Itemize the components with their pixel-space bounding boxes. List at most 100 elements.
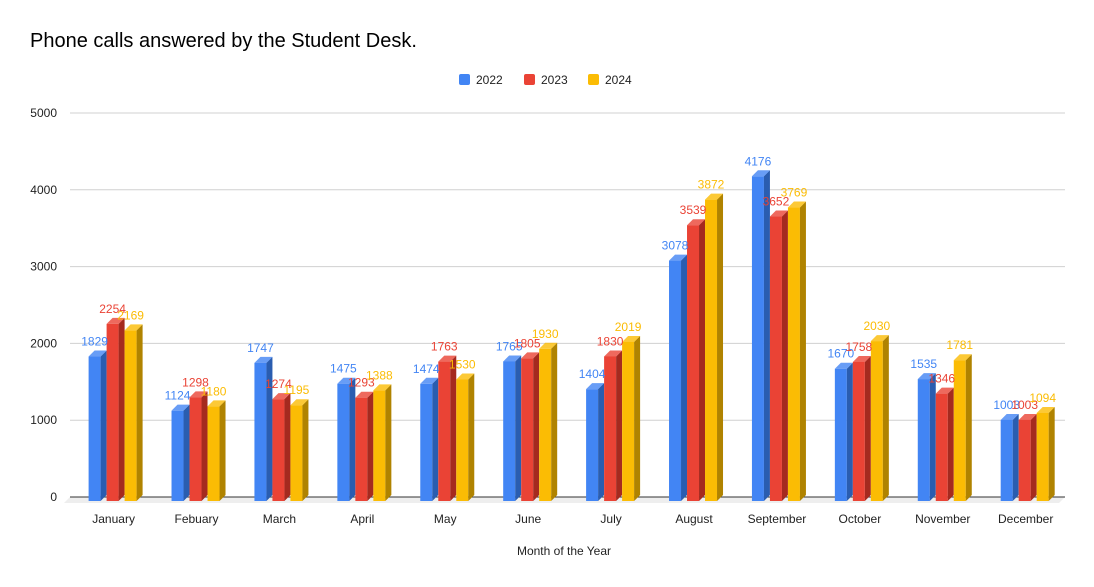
data-label-2023-june: 1805 — [514, 336, 541, 350]
bar-top — [586, 383, 605, 390]
bar-2024-march — [290, 399, 309, 501]
bar-top — [355, 391, 374, 398]
x-tick-label: May — [434, 512, 457, 526]
data-label-2024-october: 2030 — [864, 319, 891, 333]
data-label-2024-april: 1388 — [366, 368, 393, 382]
bar-2023-march — [272, 393, 291, 501]
bar-2023-december — [1018, 413, 1037, 501]
bar-side — [799, 201, 806, 501]
bar-side — [947, 387, 954, 501]
bar-top — [521, 352, 540, 359]
bar-2022-october — [834, 362, 853, 501]
bar-front — [622, 341, 635, 501]
data-label-2023-may: 1763 — [431, 340, 458, 354]
bar-top — [953, 354, 972, 361]
bar-2022-december — [1000, 413, 1019, 501]
bar-side — [699, 219, 706, 501]
bar-front — [787, 207, 800, 501]
bar-side — [219, 400, 226, 501]
data-label-2023-august: 3539 — [680, 203, 707, 217]
bar-side — [717, 193, 724, 501]
bar-side — [846, 362, 853, 501]
data-label-2022-january: 1829 — [81, 335, 108, 349]
x-axis-title: Month of the Year — [517, 544, 611, 558]
chart-floor — [64, 496, 1065, 503]
bar-side — [432, 377, 439, 501]
legend-item-2023: 2023 — [524, 73, 568, 87]
x-tick-label: January — [92, 512, 135, 526]
bar-top — [870, 335, 889, 342]
bar-front — [935, 393, 948, 501]
data-label-2024-august: 3872 — [698, 178, 725, 192]
bar-side — [965, 354, 972, 501]
y-tick-label: 0 — [50, 490, 57, 504]
bar-top — [189, 391, 208, 398]
data-label-2022-febuary: 1124 — [165, 389, 191, 403]
bar-side — [201, 391, 208, 501]
data-label-2024-may: 1530 — [449, 357, 476, 371]
legend-swatch — [588, 74, 599, 85]
bar-top — [420, 377, 439, 384]
bar-2023-november — [935, 387, 954, 501]
bar-side — [367, 391, 374, 501]
bar-front — [373, 390, 386, 501]
data-label-2022-september: 4176 — [745, 154, 772, 168]
bar-front — [604, 356, 617, 501]
bar-top — [1000, 413, 1019, 420]
bar-2024-october — [870, 335, 889, 501]
y-tick-label: 2000 — [30, 336, 57, 350]
bar-front — [834, 368, 847, 501]
bar-top — [834, 362, 853, 369]
data-label-2023-october: 1758 — [846, 340, 873, 354]
bar-2022-november — [917, 373, 936, 501]
bar-2024-january — [124, 324, 143, 501]
bar-side — [1030, 413, 1037, 501]
bar-top — [669, 254, 688, 261]
bar-2022-june — [503, 355, 522, 501]
bar-front — [1018, 419, 1031, 501]
data-label-2023-november: 1346 — [928, 372, 955, 386]
bar-front — [207, 406, 220, 501]
bar-front — [586, 389, 599, 501]
bar-front — [687, 225, 700, 501]
legend-swatch — [459, 74, 470, 85]
legend-swatch — [524, 74, 535, 85]
x-tick-label: June — [515, 512, 541, 526]
bar-2023-july — [604, 350, 623, 501]
bar-front — [438, 361, 451, 501]
bar-2022-september — [751, 170, 770, 501]
bar-side — [1048, 406, 1055, 501]
y-tick-label: 4000 — [30, 183, 57, 197]
bar-2024-december — [1036, 406, 1055, 501]
bar-front — [1036, 412, 1049, 501]
bar-side — [183, 404, 190, 501]
bar-front — [337, 383, 350, 501]
bar-front — [290, 405, 303, 501]
bar-top — [769, 210, 788, 217]
bar-side — [100, 350, 107, 501]
bar-top — [456, 373, 475, 380]
y-axis-tick-labels: 0 1000 2000 3000 4000 5000 — [30, 106, 57, 504]
bar-side — [468, 373, 475, 501]
bar-2022-august — [669, 254, 688, 501]
y-tick-label: 1000 — [30, 413, 57, 427]
legend: 2022 2023 2024 — [459, 73, 632, 87]
data-label-2023-january: 2254 — [99, 302, 126, 316]
bar-2023-june — [521, 352, 540, 501]
bar-2024-febuary — [207, 400, 226, 501]
bar-2024-september — [787, 201, 806, 501]
bar-top — [787, 201, 806, 208]
bar-top — [705, 193, 724, 200]
data-label-2024-december: 1094 — [1029, 391, 1056, 405]
bar-2023-april — [355, 391, 374, 501]
bar-front — [669, 260, 682, 501]
bar-side — [515, 355, 522, 501]
bar-front — [751, 176, 764, 501]
bar-top — [207, 400, 226, 407]
bar-side — [781, 210, 788, 501]
bar-2022-febuary — [171, 404, 190, 501]
bar-side — [551, 342, 558, 501]
floor-plane — [64, 497, 1065, 503]
data-label-2023-september: 3652 — [763, 195, 790, 209]
